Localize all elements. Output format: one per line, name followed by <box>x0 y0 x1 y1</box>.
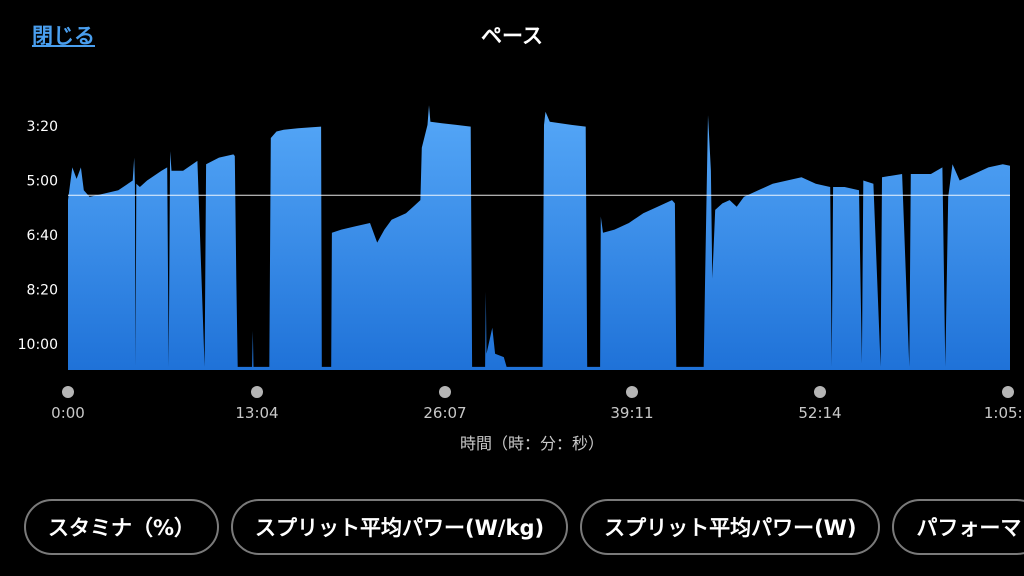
metric-chip[interactable]: スタミナ（%） <box>24 499 220 555</box>
x-tick-dot <box>814 386 826 398</box>
x-tick-dot <box>439 386 451 398</box>
y-tick-label: 6:40 <box>27 228 58 244</box>
x-tick-label: 26:07 <box>423 404 466 422</box>
y-tick-label: 5:00 <box>27 174 58 190</box>
x-tick-dot <box>626 386 638 398</box>
metric-chip[interactable]: スプリット平均パワー(W) <box>580 499 881 555</box>
page-title: ペース <box>481 24 543 48</box>
metric-chip[interactable]: パフォーマ <box>892 499 1024 555</box>
x-tick-dot <box>62 386 74 398</box>
metric-chip-row: スタミナ（%） スプリット平均パワー(W/kg) スプリット平均パワー(W) パフォー… <box>24 499 1024 555</box>
x-tick-label: 0:00 <box>51 404 85 422</box>
y-tick-label: 8:20 <box>27 283 58 299</box>
x-tick-label: 13:04 <box>235 404 278 422</box>
pace-area-series <box>68 105 1010 371</box>
x-tick-dot <box>1002 386 1014 398</box>
x-tick-dot <box>251 386 263 398</box>
close-button[interactable]: 閉じる <box>32 24 95 48</box>
x-axis-title: 時間（時：分：秒） <box>459 434 604 453</box>
pace-chart[interactable]: 3:20 5:00 6:40 8:20 10:00 0:00 13:04 26:07 39:11… <box>0 0 1024 470</box>
x-tick-label: 39:11 <box>610 404 653 422</box>
y-tick-label: 3:20 <box>27 119 58 135</box>
y-tick-label: 10:00 <box>18 337 58 353</box>
metric-chip[interactable]: スプリット平均パワー(W/kg) <box>231 499 569 555</box>
x-tick-label: 52:14 <box>798 404 841 422</box>
x-tick-label: 1:05:1 <box>984 404 1024 422</box>
